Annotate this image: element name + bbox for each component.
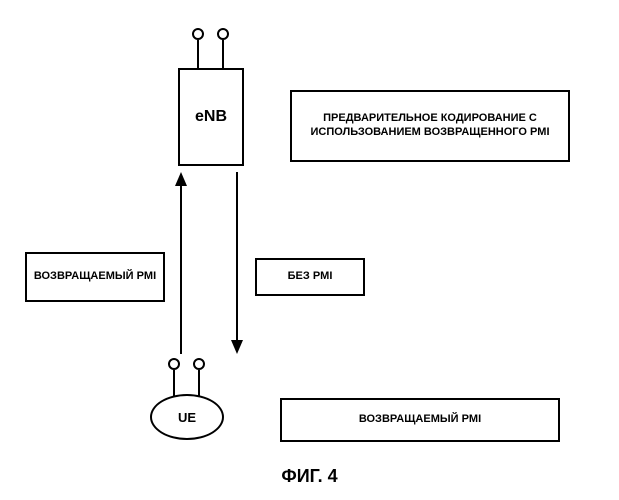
antenna-head — [192, 28, 204, 40]
antenna-head — [193, 358, 205, 370]
antenna-head — [217, 28, 229, 40]
downlink-arrow-head — [231, 340, 243, 354]
antenna-stem — [222, 40, 224, 68]
figure-caption: ФИГ. 4 — [0, 466, 619, 487]
returned-pmi-left-box: ВОЗВРАЩАЕМЫЙ PMI — [25, 252, 165, 302]
downlink-arrow-line — [236, 172, 238, 342]
no-pmi-box: БЕЗ PMI — [255, 258, 365, 296]
uplink-arrow-line — [180, 184, 182, 354]
ue-node: UE — [150, 394, 224, 440]
antenna-stem — [197, 40, 199, 68]
antenna-stem — [173, 370, 175, 396]
precoding-text: ПРЕДВАРИТЕЛЬНОЕ КОДИРОВАНИЕ С ИСПОЛЬЗОВА… — [296, 112, 564, 140]
no-pmi-text: БЕЗ PMI — [288, 270, 333, 284]
enb-label: eNB — [195, 108, 227, 126]
returned-pmi-bottom-box: ВОЗВРАЩАЕМЫЙ PMI — [280, 398, 560, 442]
uplink-arrow-head — [175, 172, 187, 186]
returned-pmi-bottom-text: ВОЗВРАЩАЕМЫЙ PMI — [359, 413, 481, 427]
returned-pmi-left-text: ВОЗВРАЩАЕМЫЙ PMI — [34, 270, 156, 284]
diagram-stage: { "enb": { "label": "eNB" }, "ue": { "la… — [0, 0, 619, 500]
enb-node: eNB — [178, 68, 244, 166]
precoding-description-box: ПРЕДВАРИТЕЛЬНОЕ КОДИРОВАНИЕ С ИСПОЛЬЗОВА… — [290, 90, 570, 162]
antenna-stem — [198, 370, 200, 396]
ue-label: UE — [178, 410, 196, 425]
antenna-head — [168, 358, 180, 370]
